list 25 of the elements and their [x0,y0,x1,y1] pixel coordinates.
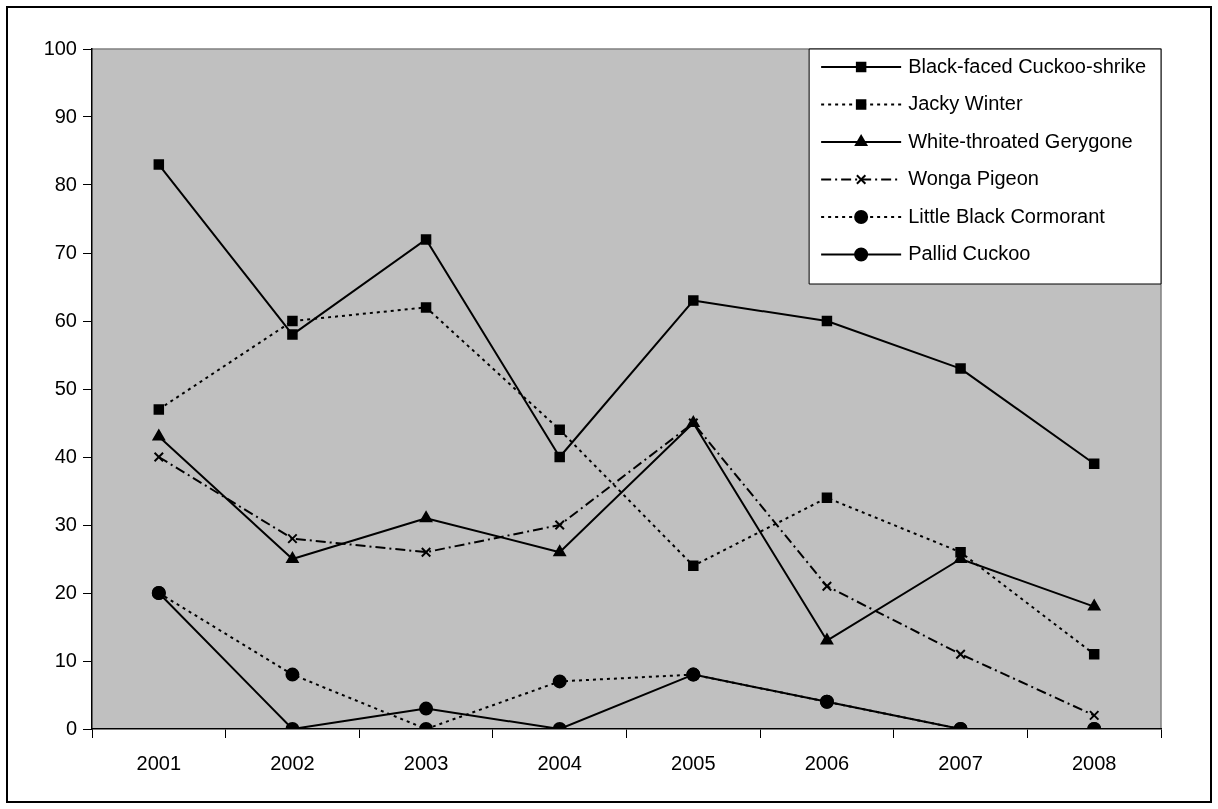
y-tick-label: 40 [54,444,77,467]
legend-label: White-throated Gerygone [908,129,1133,152]
x-tick-label: 2001 [136,751,182,774]
x-tick-label: 2002 [270,751,315,774]
legend-label: Pallid Cuckoo [908,242,1031,265]
legend-label: Wonga Pigeon [908,167,1039,190]
y-tick-label: 20 [54,580,77,603]
y-tick-label: 80 [54,172,77,195]
x-tick-label: 2004 [537,751,582,774]
legend-label: Black-faced Cuckoo-shrike [908,54,1146,77]
x-tick-label: 2007 [938,751,983,774]
y-tick-label: 60 [54,308,77,331]
y-tick-label: 70 [54,240,77,263]
y-tick-label: 0 [65,716,77,739]
y-tick-label: 30 [54,512,77,535]
y-tick-label: 10 [54,648,77,671]
legend-label: Little Black Cormorant [908,204,1106,227]
x-tick-label: 2006 [804,751,850,774]
x-tick-label: 2003 [403,751,449,774]
y-tick-label: 90 [54,104,77,127]
y-tick-label: 100 [43,36,77,59]
legend-label: Jacky Winter [908,92,1023,115]
y-tick-label: 50 [54,376,77,399]
x-tick-label: 2008 [1071,751,1117,774]
x-tick-label: 2005 [671,751,716,774]
